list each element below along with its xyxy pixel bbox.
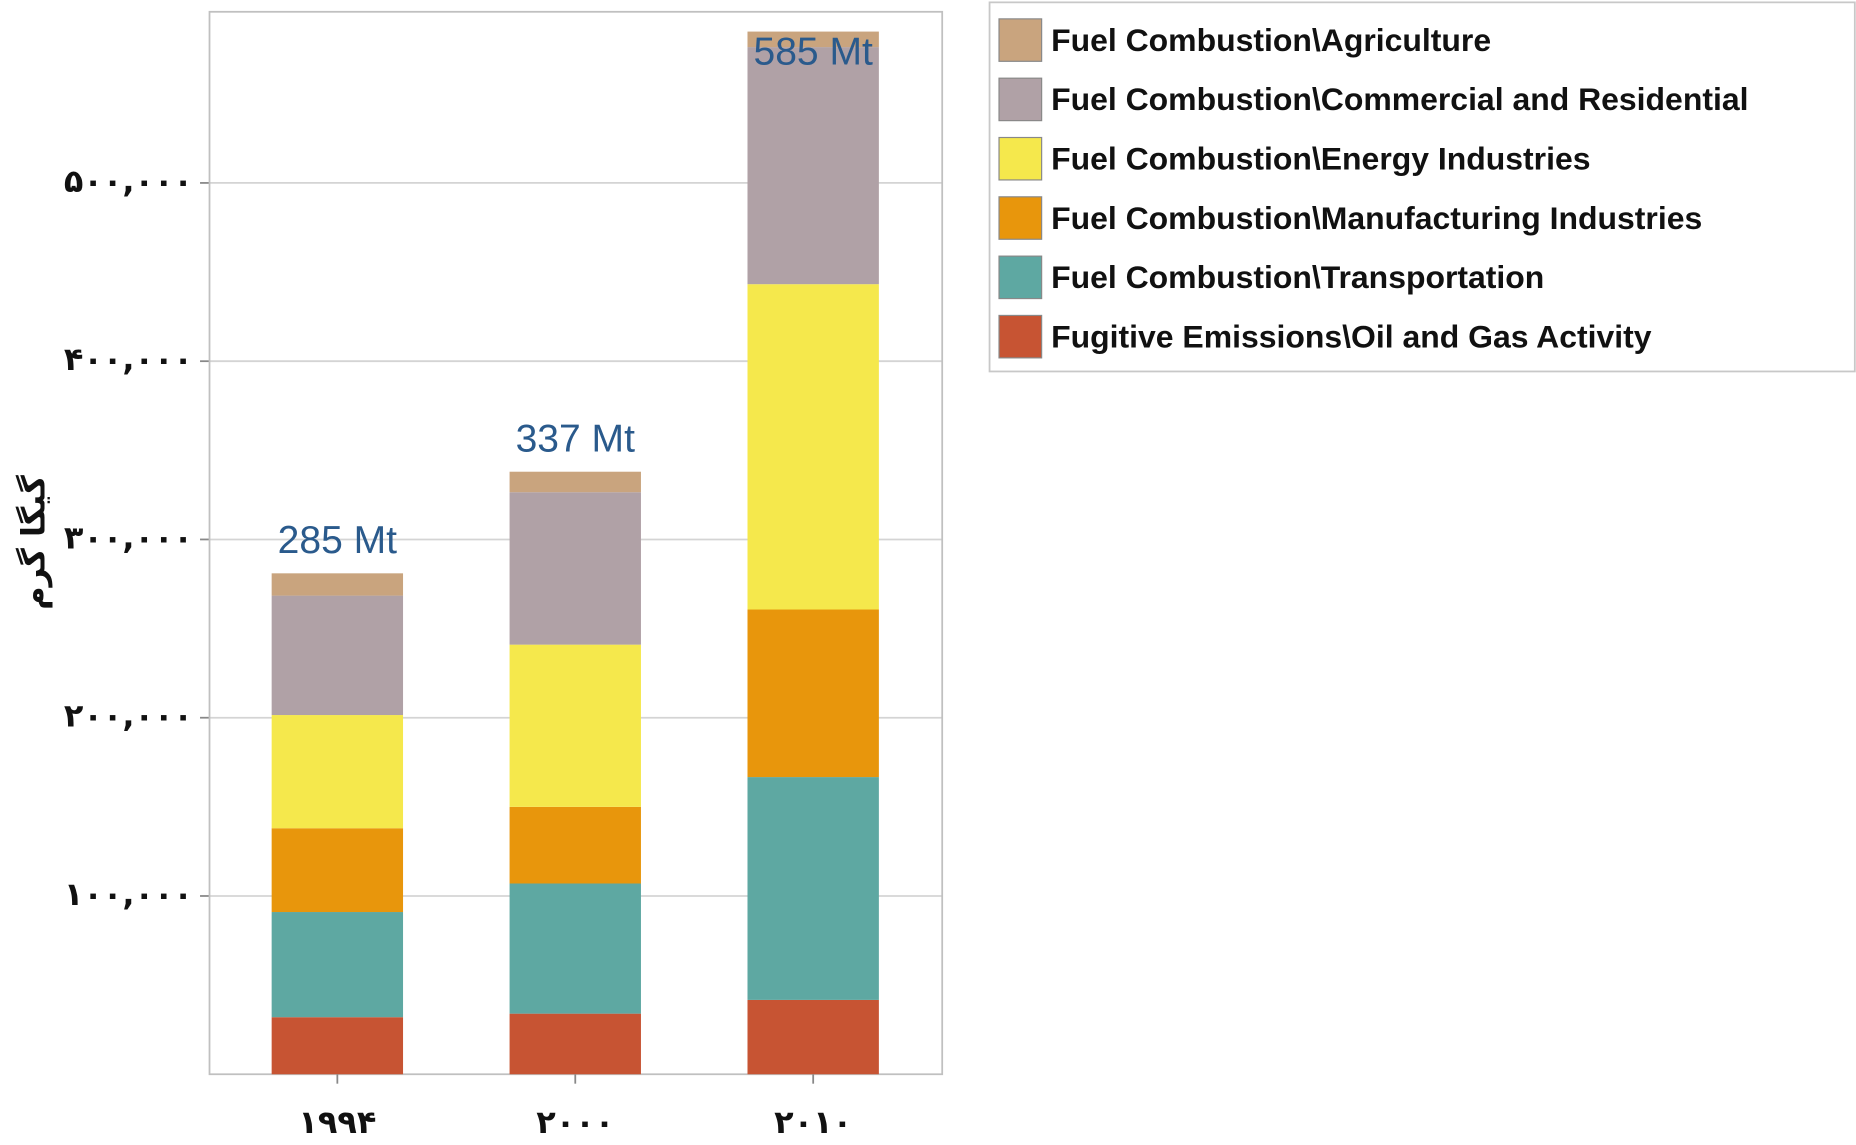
y-tick-label: ۳۰۰,۰۰۰ xyxy=(64,518,193,556)
legend-swatch xyxy=(998,77,1043,122)
bar-segment xyxy=(271,573,404,596)
legend-label: Fugitive Emissions\Oil and Gas Activity xyxy=(1051,318,1652,354)
legend-label: Fuel Combustion\Agriculture xyxy=(1051,22,1491,58)
bar-segment xyxy=(747,31,879,48)
bar-segment xyxy=(509,806,641,884)
y-tick-label: ۵۰۰,۰۰۰ xyxy=(64,162,193,200)
x-tick-label: ۲۰۱۰ xyxy=(774,1103,852,1141)
legend-swatch xyxy=(998,18,1043,62)
bar-segment xyxy=(509,883,641,1014)
bar-segment xyxy=(271,715,404,829)
bar-segment xyxy=(271,828,404,913)
bar-segment xyxy=(747,999,879,1075)
legend-swatch xyxy=(998,136,1043,181)
legend-swatch xyxy=(998,314,1043,359)
bar-segment xyxy=(271,1017,404,1075)
legend-label: Fuel Combustion\Manufacturing Industries xyxy=(1051,200,1702,236)
bar-segment xyxy=(747,284,879,610)
bar-segment xyxy=(747,47,879,285)
total-label: 285 Mt xyxy=(278,519,398,562)
x-tick-label: ۲۰۰۰ xyxy=(536,1103,614,1141)
bar-segment xyxy=(271,912,404,1018)
y-axis-label: گیگا گرم xyxy=(14,475,52,610)
bar-segment xyxy=(509,1013,641,1075)
legend-label: Fuel Combustion\Commercial and Residenti… xyxy=(1051,81,1748,117)
x-tick-label: ۱۹۹۴ xyxy=(298,1103,376,1141)
y-tick-label: ۲۰۰,۰۰۰ xyxy=(64,697,193,735)
legend-label: Fuel Combustion\Transportation xyxy=(1051,259,1544,295)
total-label: 337 Mt xyxy=(516,417,636,460)
bar-segment xyxy=(509,644,641,807)
legend-label: Fuel Combustion\Energy Industries xyxy=(1051,141,1590,177)
bar-segment xyxy=(509,492,641,645)
legend-swatch xyxy=(998,196,1043,240)
bar-segment xyxy=(747,777,879,1000)
bar-segment xyxy=(509,471,641,493)
total-label: 585 Mt xyxy=(754,31,874,74)
legend-box xyxy=(988,1,1856,373)
legend-swatch xyxy=(998,255,1043,300)
y-tick-label: ۴۰۰,۰۰۰ xyxy=(64,340,193,378)
bar-segment xyxy=(747,609,879,778)
bar-segment xyxy=(271,595,404,716)
y-tick-label: ۱۰۰,۰۰۰ xyxy=(64,875,193,913)
